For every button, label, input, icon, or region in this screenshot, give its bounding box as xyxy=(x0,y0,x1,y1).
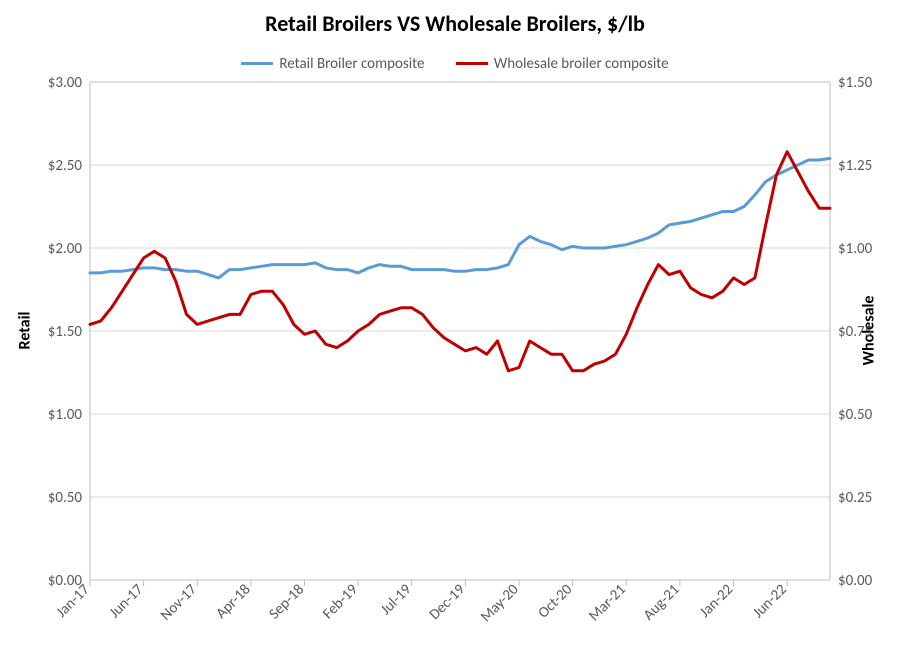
x-tick-label: Jul-19 xyxy=(377,581,415,619)
x-tick-label: Jan-22 xyxy=(696,581,737,622)
y-left-tick-label: $3.00 xyxy=(48,74,83,92)
x-tick-label: Jun-17 xyxy=(106,581,148,623)
line-wholesale xyxy=(90,152,830,371)
x-tick-label: Jun-22 xyxy=(749,581,790,622)
y-right-tick-label: $0.00 xyxy=(838,572,873,590)
chart-container: Retail Broilers VS Wholesale Broilers, $… xyxy=(0,0,910,661)
y-right-tick-label: $0.25 xyxy=(838,489,872,507)
x-axis-ticks: Jan-17Jun-17Nov-17Apr-18Sep-18Feb-19Jul-… xyxy=(53,580,791,626)
y-right-tick-label: $0.75 xyxy=(838,323,872,341)
x-tick-label: Feb-19 xyxy=(319,581,362,624)
x-tick-label: Oct-20 xyxy=(535,581,577,623)
y-left-tick-label: $1.50 xyxy=(48,323,83,341)
x-tick-label: Aug-21 xyxy=(640,581,683,624)
y-right-tick-label: $1.25 xyxy=(838,157,872,175)
y-right-tick-label: $1.00 xyxy=(838,240,873,258)
x-tick-label: Mar-21 xyxy=(585,581,629,625)
gridlines xyxy=(90,82,830,580)
x-tick-label: Apr-18 xyxy=(213,581,255,623)
plot-svg: $0.00 $0.50 $1.00 $1.50 $2.00 $2.50 $3.00 $0.0… xyxy=(0,0,910,661)
y-right-tick-label: $1.50 xyxy=(838,74,873,92)
y-axis-left-ticks: $0.00$0.50$1.00$1.50$2.00$2.50$3.00 xyxy=(48,74,83,590)
y-left-tick-label: $1.00 xyxy=(48,406,83,424)
x-tick-label: Sep-18 xyxy=(266,581,308,623)
x-tick-label: Nov-17 xyxy=(157,581,201,625)
y-axis-right-ticks: $0.00 $0.25 $0.50 $0.75 $1.00 $1.25 $1.50 xyxy=(838,74,873,590)
x-tick-label: May-20 xyxy=(477,581,523,627)
y-left-tick-label: $0.50 xyxy=(48,489,83,507)
y-left-tick-label: $2.00 xyxy=(48,240,83,258)
x-tick-label: Dec-19 xyxy=(426,581,469,624)
line-retail xyxy=(90,158,830,278)
y-left-tick-label: $2.50 xyxy=(48,157,83,175)
y-right-tick-label: $0.50 xyxy=(838,406,873,424)
